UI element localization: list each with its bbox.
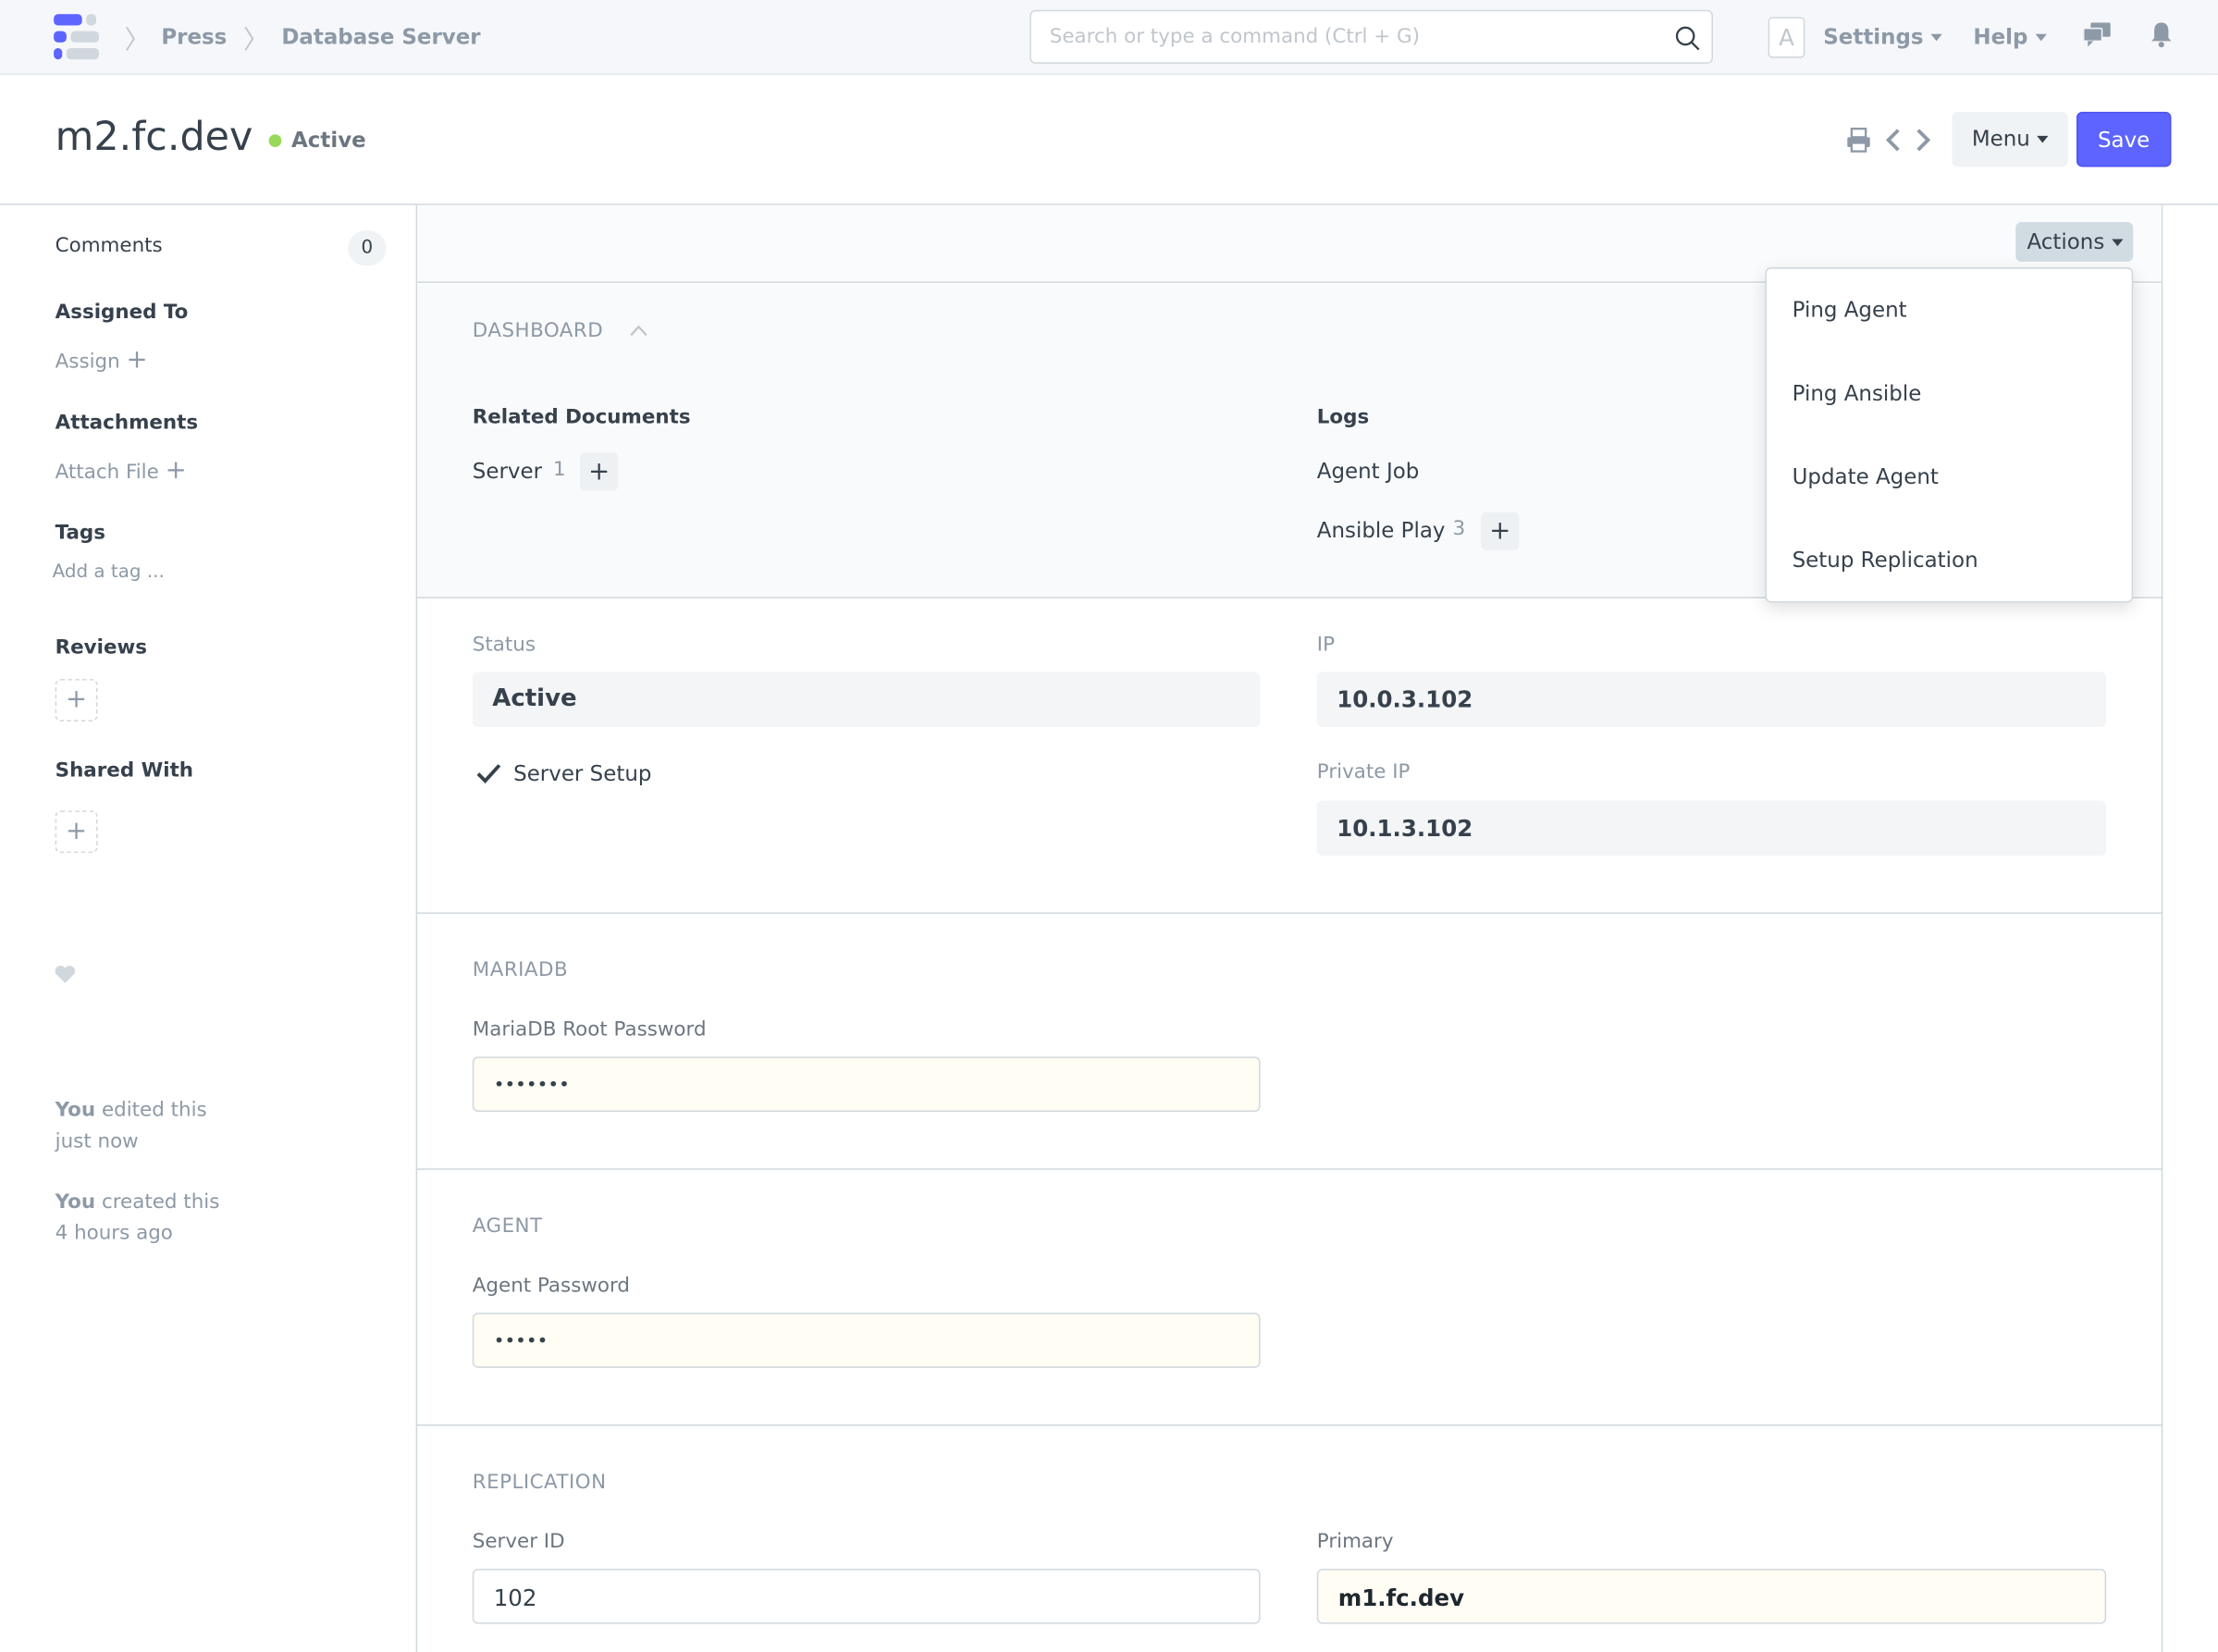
mariadb-root-password-input[interactable]: ••••••• xyxy=(472,1056,1261,1113)
divider xyxy=(415,1168,2163,1170)
caret-down-icon xyxy=(2037,135,2049,143)
menu-item-ping-ansible[interactable]: Ping Ansible xyxy=(1792,380,1922,406)
actions-button[interactable]: Actions xyxy=(2015,222,2134,262)
bell-icon[interactable] xyxy=(2150,21,2173,48)
check-icon xyxy=(476,764,501,783)
attach-file-label: Attach File xyxy=(55,461,159,485)
agent-password-label: Agent Password xyxy=(472,1274,630,1298)
dashboard-heading[interactable]: DASHBOARD xyxy=(472,319,604,343)
agent-heading[interactable]: AGENT xyxy=(472,1214,543,1239)
add-share-button[interactable]: + xyxy=(55,810,98,854)
caret-down-icon xyxy=(2035,33,2047,42)
primary-label: Primary xyxy=(1316,1530,1394,1554)
avatar[interactable]: A xyxy=(1768,17,1805,58)
actions-label: Actions xyxy=(2027,228,2105,255)
server-id-input[interactable]: 102 xyxy=(472,1568,1261,1624)
activity-action: created this xyxy=(101,1190,220,1214)
private-ip-field: 10.1.3.102 xyxy=(1316,800,2107,857)
attachments-heading: Attachments xyxy=(55,412,199,435)
divider xyxy=(415,1424,2163,1426)
chevron-right-icon: 〉 xyxy=(243,25,269,55)
activity-action: edited this xyxy=(101,1099,207,1122)
caret-down-icon xyxy=(1930,33,1942,42)
related-server-link[interactable]: Server xyxy=(472,458,543,485)
help-label: Help xyxy=(1973,23,2028,50)
mariadb-root-password-label: MariaDB Root Password xyxy=(472,1018,707,1042)
ip-label: IP xyxy=(1316,634,1336,657)
ansible-play-count: 3 xyxy=(1452,517,1466,541)
status-label: Status xyxy=(472,634,536,657)
server-id-label: Server ID xyxy=(472,1530,565,1554)
previous-record-icon[interactable] xyxy=(1884,128,1901,154)
app-logo-icon[interactable] xyxy=(54,14,100,60)
divider xyxy=(0,203,2218,205)
private-ip-label: Private IP xyxy=(1316,760,1411,784)
plus-icon: + xyxy=(126,345,148,376)
navbar: 〉 Press 〉 Database Server Search or type… xyxy=(0,0,2218,76)
add-tag-input[interactable]: Add a tag ... xyxy=(52,561,165,584)
plus-icon: + xyxy=(165,455,187,486)
activity-time: 4 hours ago xyxy=(55,1222,173,1245)
logs-heading: Logs xyxy=(1316,405,1370,429)
server-setup-checkbox[interactable]: Server Setup xyxy=(513,760,652,787)
menu-label: Menu xyxy=(1971,126,2030,152)
primary-input[interactable]: m1.fc.dev xyxy=(1316,1568,2107,1624)
settings-label: Settings xyxy=(1823,23,1924,50)
comments-link[interactable]: Comments xyxy=(55,234,163,258)
mariadb-heading[interactable]: MARIADB xyxy=(472,958,569,982)
menu-item-update-agent[interactable]: Update Agent xyxy=(1792,463,1939,490)
comments-count-badge: 0 xyxy=(348,230,387,266)
search-input[interactable]: Search or type a command (Ctrl + G) xyxy=(1029,9,1713,64)
menu-item-setup-replication[interactable]: Setup Replication xyxy=(1792,547,1978,573)
heart-icon[interactable] xyxy=(54,965,76,984)
print-icon[interactable] xyxy=(1846,128,1872,154)
breadcrumb-database-server[interactable]: Database Server xyxy=(281,23,481,50)
agent-job-link[interactable]: Agent Job xyxy=(1316,458,1420,485)
replication-heading[interactable]: REPLICATION xyxy=(472,1471,607,1494)
status-field: Active xyxy=(472,672,1261,728)
save-button[interactable]: Save xyxy=(2076,111,2172,167)
status-indicator: Active xyxy=(291,127,366,154)
reviews-heading: Reviews xyxy=(55,636,147,660)
help-dropdown[interactable]: Help xyxy=(1973,23,2047,50)
assign-label: Assign xyxy=(55,351,120,374)
form-panel xyxy=(415,204,2163,1652)
settings-dropdown[interactable]: Settings xyxy=(1823,23,1942,50)
status-dot-icon xyxy=(268,134,282,148)
activity-time: just now xyxy=(55,1129,139,1153)
add-server-button[interactable]: + xyxy=(580,452,619,491)
agent-password-input[interactable]: ••••• xyxy=(472,1313,1261,1368)
attach-file-button[interactable]: Attach File + xyxy=(55,455,187,485)
activity-user: You xyxy=(55,1099,96,1122)
page-title: m2.fc.dev xyxy=(55,113,253,160)
chevron-up-icon[interactable] xyxy=(630,324,648,337)
menu-button[interactable]: Menu xyxy=(1952,111,2069,167)
activity-item: You edited this just now xyxy=(55,1095,339,1157)
search-icon xyxy=(1675,26,1700,51)
divider xyxy=(415,597,2163,598)
chat-icon[interactable] xyxy=(2083,22,2113,48)
activity-user: You xyxy=(55,1190,96,1214)
caret-down-icon xyxy=(2111,239,2124,247)
divider xyxy=(415,912,2163,914)
assigned-to-heading: Assigned To xyxy=(55,301,189,325)
related-documents-heading: Related Documents xyxy=(472,405,691,429)
chevron-right-icon: 〉 xyxy=(124,25,151,55)
activity-item: You created this 4 hours ago xyxy=(55,1187,339,1249)
ip-field: 10.0.3.102 xyxy=(1316,672,2107,728)
breadcrumb-press[interactable]: Press xyxy=(161,23,228,50)
next-record-icon[interactable] xyxy=(1916,128,1932,154)
add-review-button[interactable]: + xyxy=(55,679,98,721)
search-placeholder: Search or type a command (Ctrl + G) xyxy=(1049,25,1420,48)
tags-heading: Tags xyxy=(55,522,106,545)
related-server-count: 1 xyxy=(552,458,566,481)
shared-with-heading: Shared With xyxy=(55,759,194,783)
actions-dropdown-menu: Ping Agent Ping Ansible Update Agent Set… xyxy=(1765,267,2134,603)
assign-button[interactable]: Assign + xyxy=(55,345,148,375)
ansible-play-link[interactable]: Ansible Play xyxy=(1316,517,1446,544)
add-ansible-play-button[interactable]: + xyxy=(1481,512,1520,550)
menu-item-ping-agent[interactable]: Ping Agent xyxy=(1792,297,1907,323)
